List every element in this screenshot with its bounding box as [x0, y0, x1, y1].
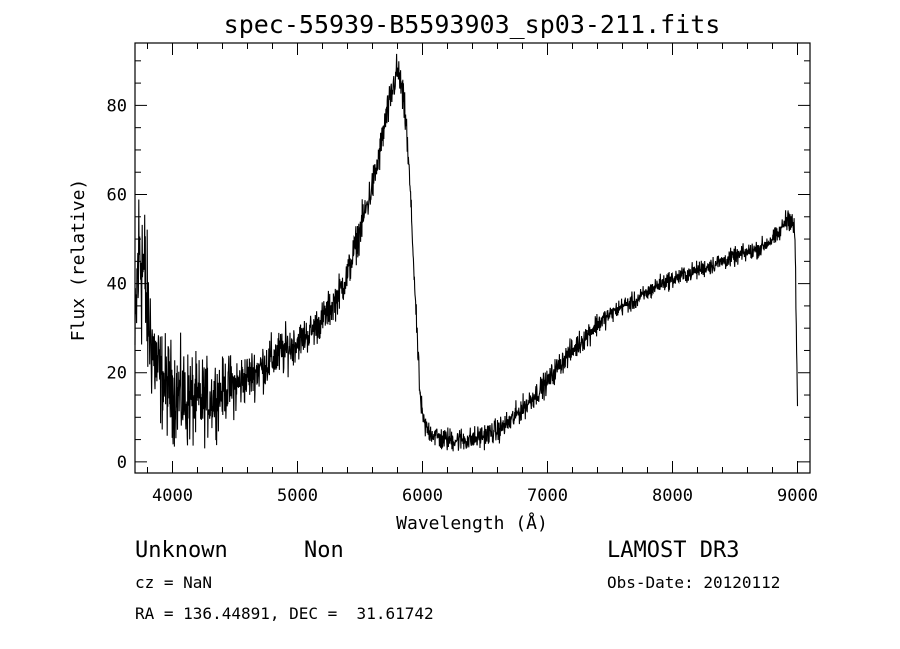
y-tick-label: 40	[107, 275, 127, 295]
axis-tick-labels: 4000 5000 6000 7000 8000 9000 0 20 40 60 80	[107, 96, 818, 506]
y-tick-label: 60	[107, 186, 127, 206]
object-class: Unknown	[135, 538, 228, 563]
observation-date: Obs-Date: 20120112	[607, 573, 781, 592]
x-axis-label: Wavelength (Å)	[396, 512, 548, 534]
y-axis-label: Flux (relative)	[68, 179, 89, 342]
spectrum-line	[134, 53, 799, 452]
x-tick-label: 7000	[527, 486, 568, 506]
y-tick-label: 80	[107, 96, 127, 116]
axis-ticks	[135, 43, 810, 473]
y-tick-label: 0	[117, 453, 127, 473]
y-tick-label: 20	[107, 364, 127, 384]
chart-title: spec-55939-B5593903_sp03-211.fits	[224, 10, 721, 39]
x-tick-label: 4000	[152, 486, 193, 506]
x-tick-label: 9000	[777, 486, 818, 506]
object-subclass: Non	[304, 538, 344, 563]
x-tick-label: 5000	[277, 486, 318, 506]
redshift-value: cz = NaN	[135, 573, 213, 592]
survey-name: LAMOST DR3	[607, 538, 740, 563]
x-tick-label: 8000	[652, 486, 693, 506]
coordinates: RA = 136.44891, DEC = 31.61742	[135, 604, 434, 623]
x-tick-label: 6000	[402, 486, 443, 506]
